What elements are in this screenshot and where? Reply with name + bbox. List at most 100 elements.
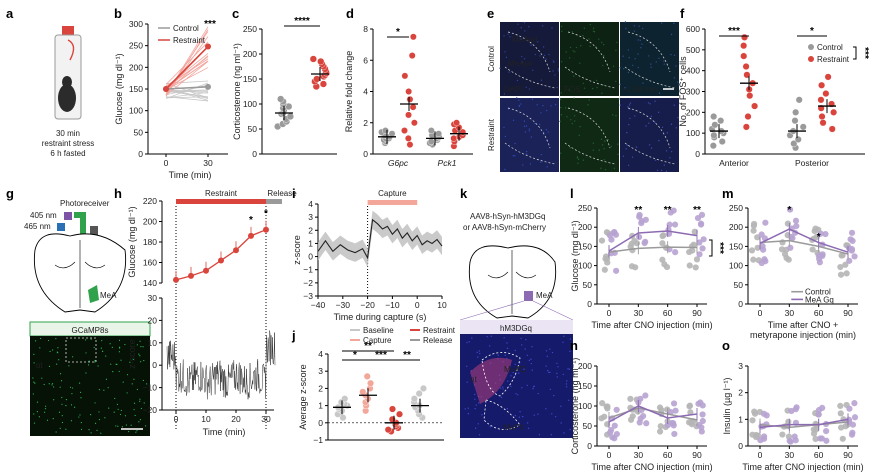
cell-dot bbox=[551, 27, 553, 29]
individual-point bbox=[812, 435, 819, 443]
individual-point bbox=[749, 431, 756, 438]
led-405-icon bbox=[64, 212, 72, 220]
y-tick-label: 200 bbox=[578, 361, 592, 371]
y-tick-label: 250 bbox=[129, 41, 143, 51]
cell-dot bbox=[601, 144, 604, 146]
cell-dot bbox=[55, 338, 57, 340]
individual-point bbox=[837, 424, 845, 431]
cell-dot bbox=[648, 144, 651, 146]
y-axis-label: Glucose (mg dl⁻¹) bbox=[127, 206, 137, 277]
panel-a-text: 6 h fasted bbox=[50, 149, 85, 158]
cell-dot bbox=[116, 403, 119, 405]
glucose-point bbox=[248, 232, 254, 239]
zscore-trace bbox=[166, 330, 276, 400]
cell-dot bbox=[115, 363, 117, 365]
cell-dot bbox=[670, 123, 673, 125]
cell-dot bbox=[542, 46, 545, 48]
cell-dot bbox=[94, 402, 96, 404]
cell-dot bbox=[577, 162, 579, 165]
cell-dot bbox=[569, 350, 571, 353]
cell-dot bbox=[569, 147, 572, 149]
glucose-point bbox=[263, 226, 269, 233]
cell-dot bbox=[589, 23, 592, 26]
cell-dot bbox=[477, 423, 479, 425]
cell-dot bbox=[562, 373, 565, 376]
y-tick-label: 4 bbox=[363, 87, 368, 97]
individual-point bbox=[760, 410, 768, 417]
zscore-point bbox=[339, 414, 347, 422]
cell-dot bbox=[539, 55, 541, 57]
cell-dot bbox=[506, 342, 508, 344]
cell-dot bbox=[562, 341, 564, 343]
cell-dot bbox=[507, 33, 509, 35]
cell-dot bbox=[61, 396, 63, 399]
cell-dot bbox=[568, 399, 570, 402]
cell-dot bbox=[39, 347, 41, 349]
region-outline bbox=[624, 31, 676, 89]
cell-dot bbox=[553, 61, 555, 64]
cell-dot bbox=[637, 53, 639, 55]
cell-dot bbox=[35, 340, 37, 342]
cell-dot bbox=[518, 104, 521, 107]
cell-dot bbox=[583, 87, 586, 89]
x-tick-label: 90 bbox=[843, 450, 853, 460]
cell-dot bbox=[124, 343, 126, 346]
cell-dot bbox=[557, 68, 560, 70]
y-tick-label: 1 bbox=[318, 401, 323, 411]
cell-dot bbox=[536, 104, 538, 106]
cell-dot bbox=[48, 383, 50, 385]
histology-image bbox=[560, 22, 619, 96]
individual-point bbox=[837, 402, 844, 409]
x-tick-label: 60 bbox=[663, 450, 673, 460]
restraint-individual-line bbox=[165, 41, 209, 85]
individual-point bbox=[815, 411, 822, 418]
x-tick-label: 0 bbox=[164, 158, 169, 168]
cell-dot bbox=[78, 382, 81, 384]
cell-dot bbox=[503, 35, 505, 37]
cell-dot bbox=[560, 114, 563, 116]
significance-marker: * bbox=[810, 26, 814, 37]
individual-point bbox=[792, 217, 800, 224]
cell-dot bbox=[629, 117, 631, 120]
cell-dot bbox=[52, 386, 55, 388]
cell-dot bbox=[78, 416, 80, 418]
individual-point bbox=[690, 241, 697, 248]
fold-change-point bbox=[427, 138, 435, 145]
cell-dot bbox=[79, 414, 81, 416]
individual-point bbox=[659, 240, 666, 247]
cell-dot bbox=[140, 407, 142, 410]
release-label: Release bbox=[267, 189, 297, 198]
cell-dot bbox=[546, 355, 549, 358]
restraint-point bbox=[319, 80, 328, 88]
cell-dot bbox=[537, 41, 539, 43]
cell-dot bbox=[48, 365, 51, 367]
fold-change-point bbox=[406, 141, 414, 149]
mepd-outline bbox=[481, 352, 521, 397]
cell-dot bbox=[474, 407, 476, 410]
zoom-lines bbox=[459, 300, 574, 321]
y-tick-label: 100 bbox=[729, 261, 743, 271]
cell-dot bbox=[523, 120, 526, 122]
cell-dot bbox=[556, 372, 558, 375]
individual-point bbox=[696, 239, 703, 246]
cell-dot bbox=[36, 411, 38, 413]
cell-dot bbox=[516, 97, 518, 99]
cell-dot bbox=[130, 424, 132, 426]
individual-point bbox=[823, 428, 830, 435]
cell-dot bbox=[648, 55, 650, 57]
cell-dot bbox=[504, 354, 506, 357]
cell-dot bbox=[634, 58, 636, 60]
capture-label: Capture bbox=[378, 189, 407, 198]
panel-i-axes: −3 −2 −1 0 1 2 3 4 z-score bbox=[292, 199, 442, 301]
fiber-optic-icon bbox=[74, 212, 86, 240]
individual-point bbox=[613, 406, 620, 413]
panel-h-axes: 140 160 180 200 220 Glucose (mg dl⁻¹) bbox=[127, 196, 163, 288]
cell-dot bbox=[70, 420, 73, 422]
cell-dot bbox=[489, 426, 491, 428]
mepv-outline bbox=[483, 399, 521, 430]
cell-dot bbox=[615, 80, 617, 83]
individual-point bbox=[787, 438, 794, 445]
cell-dot bbox=[602, 64, 604, 67]
legend-restraint: Restraint bbox=[173, 36, 206, 45]
